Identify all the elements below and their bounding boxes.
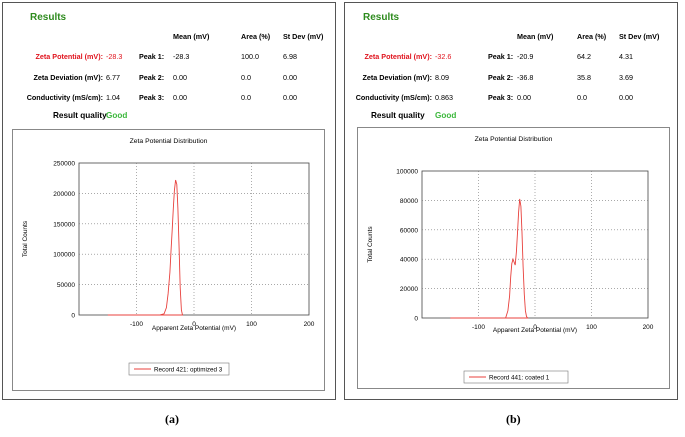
peak-3-mean: 0.00 [173, 93, 187, 102]
results-title: Results [363, 12, 400, 23]
results-panel-b: Results Mean (mV) Area (%) St Dev (mV) Z… [344, 2, 678, 400]
zeta-deviation-label: Zeta Deviation (mV): [33, 73, 104, 82]
y-tick-label: 150000 [53, 221, 75, 228]
legend-box [128, 362, 230, 376]
zeta-potential-label: Zeta Potential (mV): [35, 52, 104, 61]
peak-1-label: Peak 1: [488, 52, 514, 61]
stdev-header: St Dev (mV) [619, 32, 660, 41]
y-tick-label: 0 [71, 313, 75, 320]
area-header: Area (%) [577, 32, 607, 41]
area-header: Area (%) [241, 32, 271, 41]
peak-1-label: Peak 1: [139, 52, 165, 61]
x-tick-label: 100 [586, 324, 597, 331]
peak-2-label: Peak 2: [488, 73, 514, 82]
x-tick-label: 200 [643, 324, 654, 331]
peak-1-mean: -20.9 [517, 52, 534, 61]
x-axis-label: Apparent Zeta Potential (mV) [493, 327, 577, 334]
results-panel-a: Results Mean (mV) Area (%) St Dev (mV) Z… [2, 2, 336, 400]
peak-3-stdev: 0.00 [283, 93, 297, 102]
y-axis-label: Total Counts [367, 226, 374, 263]
peak-3-stdev: 0.00 [619, 93, 633, 102]
x-tick-label: 100 [246, 321, 257, 328]
result-quality-value: Good [435, 111, 457, 120]
result-quality-value: Good [106, 111, 128, 120]
mean-header: Mean (mV) [517, 32, 554, 41]
peak-1-mean: -28.3 [173, 52, 190, 61]
y-tick-label: 0 [414, 316, 418, 323]
y-tick-label: 100000 [53, 252, 75, 259]
zeta-deviation-label: Zeta Deviation (mV): [362, 73, 433, 82]
peak-3-mean: 0.00 [517, 93, 531, 102]
conductivity-label: Conductivity (mS/cm): [355, 93, 432, 102]
peak-2-stdev: 0.00 [283, 73, 297, 82]
peak-1-stdev: 4.31 [619, 52, 633, 61]
peak-2-area: 35.8 [577, 73, 591, 82]
peak-2-label: Peak 2: [139, 73, 165, 82]
result-quality-label: Result quality [53, 111, 107, 120]
zeta-deviation-value: 8.09 [435, 73, 449, 82]
stdev-header: St Dev (mV) [283, 32, 324, 41]
chart-title: Zeta Potential Distribution [129, 138, 208, 145]
conductivity-label: Conductivity (mS/cm): [26, 93, 103, 102]
peak-2-area: 0.0 [241, 73, 251, 82]
y-tick-label: 20000 [400, 286, 418, 293]
y-tick-label: 80000 [400, 198, 418, 205]
series-line [107, 179, 184, 316]
zeta-potential-label: Zeta Potential (mV): [364, 52, 433, 61]
y-tick-label: 200000 [53, 191, 75, 198]
chart-plot: 0 20000 40000 60000 80000 100000 -100 0 100 200 Ap… [367, 169, 654, 384]
zeta-distribution-chart: Zeta Potential Distribution 0 20000 40000 6… [357, 127, 670, 389]
zeta-deviation-value: 6.77 [106, 73, 120, 82]
x-tick-label: 0 [533, 324, 537, 331]
x-tick-label: -100 [130, 321, 143, 328]
x-tick-label: 0 [192, 321, 196, 328]
conductivity-value: 1.04 [106, 93, 120, 102]
y-tick-label: 60000 [400, 227, 418, 234]
plot-frame [421, 170, 649, 319]
series-line [450, 198, 529, 319]
peak-3-area: 0.0 [241, 93, 251, 102]
legend-box [463, 370, 569, 384]
peak-3-label: Peak 3: [488, 93, 514, 102]
zeta-potential-value: -32.6 [435, 52, 452, 61]
peak-2-mean: -36.8 [517, 73, 534, 82]
peak-2-stdev: 3.69 [619, 73, 633, 82]
caption-b: (b) [506, 412, 521, 426]
peak-2-mean: 0.00 [173, 73, 187, 82]
conductivity-value: 0.863 [435, 93, 453, 102]
legend-entry: Record 441: coated 1 [489, 375, 550, 382]
zeta-potential-value: -28.3 [106, 52, 123, 61]
y-tick-label: 40000 [400, 257, 418, 264]
caption-a: (a) [165, 412, 179, 426]
peak-3-label: Peak 3: [139, 93, 165, 102]
y-axis-label: Total Counts [22, 220, 29, 257]
results-title: Results [30, 12, 67, 23]
peak-1-area: 64.2 [577, 52, 591, 61]
peak-1-area: 100.0 [241, 52, 259, 61]
y-tick-label: 100000 [396, 169, 418, 176]
legend-entry: Record 421: optimized 3 [154, 367, 223, 374]
x-tick-label: -100 [472, 324, 485, 331]
mean-header: Mean (mV) [173, 32, 210, 41]
chart-plot: 0 50000 100000 150000 200000 250000 -100 0 100 20… [22, 161, 315, 376]
y-tick-label: 250000 [53, 161, 75, 168]
peak-3-area: 0.0 [577, 93, 587, 102]
peak-1-stdev: 6.98 [283, 52, 297, 61]
chart-title: Zeta Potential Distribution [474, 136, 553, 143]
result-quality-label: Result quality [371, 111, 425, 120]
x-axis-label: Apparent Zeta Potential (mV) [152, 325, 236, 332]
y-tick-label: 50000 [57, 282, 75, 289]
x-tick-label: 200 [304, 321, 315, 328]
zeta-distribution-chart: Zeta Potential Distribution 0 50000 100000… [12, 129, 325, 391]
